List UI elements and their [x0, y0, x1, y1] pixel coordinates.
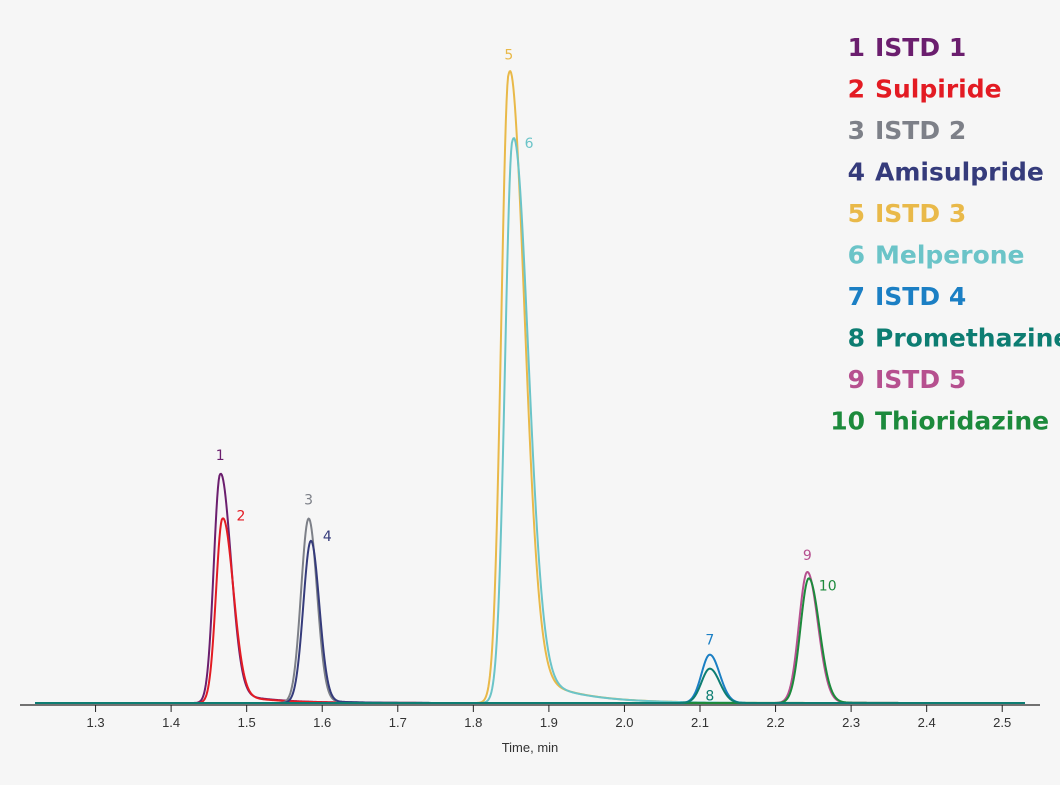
legend-item-thioridazine: 10 Thioridazine — [830, 407, 1049, 436]
x-tick-label: 2.1 — [691, 715, 709, 730]
legend-label: ISTD 1 — [875, 33, 966, 62]
x-tick-label: 1.6 — [313, 715, 331, 730]
legend-number: 2 — [848, 75, 865, 104]
peak-label-3: 3 — [304, 493, 313, 509]
x-tick-label: 2.0 — [615, 715, 633, 730]
trace-promethazine — [34, 667, 1026, 704]
legend-number: 9 — [848, 365, 865, 394]
peak-label-1: 1 — [216, 448, 225, 464]
legend-number: 7 — [848, 282, 865, 311]
legend-label: Thioridazine — [875, 407, 1049, 436]
x-tick-label: 1.4 — [162, 715, 180, 730]
legend-item-istd-1: 1 ISTD 1 — [848, 33, 967, 62]
x-tick-label: 2.4 — [918, 715, 936, 730]
legend-number: 4 — [848, 158, 865, 187]
trace-istd-4 — [34, 653, 1026, 704]
legend-item-istd-2: 3 ISTD 2 — [848, 116, 967, 145]
trace-layer — [34, 70, 1026, 704]
legend-label: Melperone — [875, 241, 1025, 270]
legend-item-melperone: 6 Melperone — [848, 241, 1025, 270]
peak-label-4: 4 — [323, 529, 332, 545]
legend-item-istd-5: 9 ISTD 5 — [848, 365, 967, 394]
peak-label-9: 9 — [803, 548, 812, 564]
peak-label-7: 7 — [705, 633, 714, 649]
trace-istd-5 — [34, 570, 1026, 704]
legend-number: 10 — [830, 407, 865, 436]
x-tick-label: 2.3 — [842, 715, 860, 730]
x-tick-label: 1.9 — [540, 715, 558, 730]
peak-label-5: 5 — [504, 47, 513, 63]
trace-thioridazine — [34, 577, 1026, 704]
legend-label: Amisulpride — [875, 158, 1044, 187]
peak-label-6: 6 — [525, 136, 534, 152]
trace-istd-2 — [34, 517, 1026, 704]
legend-label: Sulpiride — [875, 75, 1002, 104]
legend-number: 1 — [848, 33, 865, 62]
x-tick-label: 1.3 — [87, 715, 105, 730]
legend-label: Promethazine — [875, 324, 1060, 353]
legend-label: ISTD 3 — [875, 199, 966, 228]
x-tick-label: 2.2 — [767, 715, 785, 730]
legend: 1 ISTD 1 2 Sulpiride 3 ISTD 2 4 Amisulpride 5 IST… — [830, 33, 1060, 436]
x-tick-label: 1.7 — [389, 715, 407, 730]
legend-item-amisulpride: 4 Amisulpride — [848, 158, 1044, 187]
legend-number: 3 — [848, 116, 865, 145]
x-axis-title: Time, min — [502, 740, 559, 755]
peak-label-2: 2 — [236, 509, 245, 525]
legend-number: 5 — [848, 199, 865, 228]
x-tick-label: 1.5 — [238, 715, 256, 730]
legend-number: 6 — [848, 241, 865, 270]
legend-label: ISTD 2 — [875, 116, 966, 145]
peak-label-8: 8 — [705, 689, 714, 705]
legend-item-istd-4: 7 ISTD 4 — [848, 282, 967, 311]
peak-label-10: 10 — [819, 578, 837, 594]
trace-amisulpride — [34, 539, 1026, 704]
x-axis-ticks: 1.3 1.4 1.5 1.6 1.7 1.8 1.9 2.0 2.1 2.2 2.3 2.4 2.5 — [87, 705, 1011, 730]
legend-label: ISTD 4 — [875, 282, 966, 311]
x-tick-label: 1.8 — [464, 715, 482, 730]
legend-label: ISTD 5 — [875, 365, 966, 394]
trace-istd-1 — [34, 472, 1026, 704]
trace-sulpiride — [34, 517, 1026, 704]
legend-item-istd-3: 5 ISTD 3 — [848, 199, 967, 228]
x-tick-label: 2.5 — [993, 715, 1011, 730]
legend-item-sulpiride: 2 Sulpiride — [848, 75, 1002, 104]
legend-item-promethazine: 8 Promethazine — [848, 324, 1060, 353]
legend-number: 8 — [848, 324, 865, 353]
peak-labels: 1 2 3 4 5 6 7 8 9 10 — [216, 47, 837, 704]
